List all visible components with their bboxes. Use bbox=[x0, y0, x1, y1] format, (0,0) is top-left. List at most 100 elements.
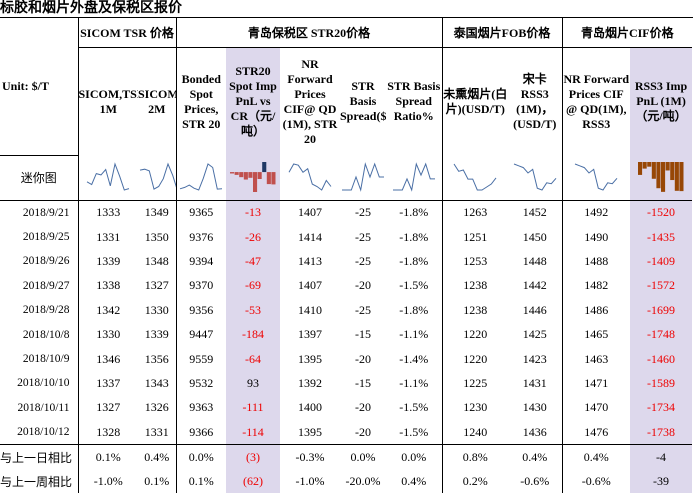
row-date: 2018/10/8 bbox=[0, 322, 79, 347]
sparkline bbox=[392, 162, 435, 193]
group-thai-fob: 泰国烟片FOB价格 bbox=[442, 18, 563, 48]
table-cell: 1407 bbox=[298, 278, 322, 293]
table-row: 2018/9/28 1342 1330 9356 -53 1410 -25 -1.8% 1238… bbox=[0, 298, 693, 323]
col-header: RSS3 Imp PnL (1M)（元/吨） bbox=[630, 47, 693, 155]
column-header-row: SICOM,TSR, 1M SICOM,TSR, 2M Bonded Spot … bbox=[0, 47, 693, 155]
table-cell: 1407 bbox=[298, 205, 322, 220]
table-cell: 1413 bbox=[298, 253, 322, 268]
sparkline-line bbox=[139, 162, 175, 191]
table-row: 2018/10/9 1346 1356 9559 -64 1395 -20 -1.4% 1220… bbox=[0, 346, 693, 372]
table-cell: 1436 bbox=[508, 420, 563, 445]
sparkline-bar bbox=[651, 162, 656, 180]
table-cell: 1343 bbox=[138, 371, 177, 396]
table-cell: -20 bbox=[355, 278, 371, 293]
table-cell: -1.1% bbox=[386, 322, 443, 347]
table-row: 2018/10/12 1328 1331 9366 -114 1395 -20 -1.5% 12… bbox=[0, 420, 693, 445]
table-cell: 1465 bbox=[584, 327, 609, 342]
table-cell: -25 bbox=[355, 205, 371, 220]
table-cell: 9447 bbox=[189, 327, 214, 342]
table-cell: 9365 bbox=[189, 205, 214, 220]
table-cell: 1470 bbox=[584, 400, 609, 415]
sparkline-line bbox=[87, 162, 130, 191]
table-cell: -1738 bbox=[630, 420, 693, 445]
group-str20: 青岛保税区 STR20价格 bbox=[176, 18, 443, 48]
sparkline-cell bbox=[226, 155, 280, 201]
table-cell: -1748 bbox=[630, 322, 693, 347]
sparkline bbox=[513, 163, 557, 191]
table-cell: -1572 bbox=[630, 273, 693, 299]
table-cell: -184 bbox=[226, 322, 280, 347]
table-cell: 1490 bbox=[584, 229, 609, 244]
row-date: 2018/9/26 bbox=[0, 249, 79, 274]
sparkline-line bbox=[513, 163, 557, 191]
sparkline-bar bbox=[234, 172, 239, 176]
sparkline-bar bbox=[665, 162, 670, 171]
sparkline-cell bbox=[176, 155, 226, 201]
table-cell: -1699 bbox=[630, 298, 693, 323]
sparkline-bar bbox=[248, 172, 253, 179]
group-qingdao-cif: 青岛烟片CIF价格 bbox=[562, 18, 693, 48]
table-cell: 1442 bbox=[508, 273, 563, 299]
summary-cell: 0.4% bbox=[138, 444, 177, 470]
sparkline bbox=[342, 162, 384, 193]
table-cell: 1397 bbox=[298, 327, 322, 342]
col-header: 宋卡 RSS3 (1M)，(USD/T) bbox=[508, 47, 563, 155]
table-cell: 93 bbox=[226, 371, 280, 396]
table-cell: 1410 bbox=[298, 302, 322, 317]
sparkline-bar bbox=[670, 162, 675, 181]
sparkline-cell bbox=[562, 155, 631, 201]
table-cell: 1348 bbox=[138, 249, 177, 274]
sparkline-bar bbox=[642, 162, 647, 169]
row-date: 2018/9/25 bbox=[0, 224, 79, 250]
table-cell: -53 bbox=[226, 298, 280, 323]
table-cell: 1333 bbox=[96, 205, 121, 220]
summary-cell: -0.3% bbox=[280, 444, 340, 470]
table-cell: -47 bbox=[226, 249, 280, 274]
table-cell: -1.5% bbox=[386, 395, 443, 421]
table-cell: 1349 bbox=[138, 200, 177, 225]
sparkline-bar bbox=[266, 172, 271, 185]
table-row: 2018/9/21 1333 1349 9365 -13 1407 -25 -1.8% 1263… bbox=[0, 200, 693, 225]
sparkline-row: 迷你图 bbox=[0, 155, 693, 201]
col-header: SICOM,TSR, 1M bbox=[78, 86, 139, 116]
sparkline-line bbox=[575, 163, 618, 191]
sparkline bbox=[638, 162, 684, 193]
sparkline-bar bbox=[262, 162, 267, 173]
sparkline-cell bbox=[630, 155, 693, 201]
row-date: 2018/10/12 bbox=[0, 420, 79, 445]
summary-cell: 0.0% bbox=[386, 444, 443, 470]
group-sicom: SICOM TSR 价格 bbox=[78, 18, 177, 48]
table-cell: -1.4% bbox=[386, 346, 443, 372]
table-cell: 1342 bbox=[96, 302, 121, 317]
col-header: STR Basis Spread($/T) bbox=[340, 79, 386, 123]
table-cell: -25 bbox=[355, 253, 371, 268]
table-cell: 1338 bbox=[96, 278, 121, 293]
table-cell: 1492 bbox=[584, 205, 609, 220]
table-cell: 1331 bbox=[96, 229, 121, 244]
sparkline bbox=[87, 162, 130, 191]
sparkline bbox=[453, 163, 497, 191]
row-date: 2018/10/9 bbox=[0, 346, 79, 372]
table-cell: -13 bbox=[226, 200, 280, 225]
table-cell: 1330 bbox=[96, 327, 121, 342]
table-cell: 1238 bbox=[463, 278, 488, 293]
table-cell: 1328 bbox=[96, 424, 121, 439]
group-header-row: Unit: $/T SICOM TSR 价格 青岛保税区 STR20价格 泰国烟… bbox=[0, 18, 693, 156]
sparkline bbox=[180, 163, 223, 191]
table-cell: 1446 bbox=[508, 298, 563, 323]
table-cell: 1327 bbox=[138, 273, 177, 299]
sparkline bbox=[575, 163, 618, 191]
sparkline-cell bbox=[280, 155, 340, 201]
sparkline-bar bbox=[679, 162, 684, 192]
table-cell: 1263 bbox=[463, 205, 488, 220]
table-cell: 9376 bbox=[189, 229, 214, 244]
table-cell: -25 bbox=[355, 229, 371, 244]
sparkline-cell bbox=[442, 155, 508, 201]
table-cell: 1452 bbox=[508, 200, 563, 225]
col-header: NR Forward Prices CIF@ QD (1M), STR 20 bbox=[282, 56, 338, 146]
table-cell: -1520 bbox=[630, 200, 693, 225]
table-cell: -1.8% bbox=[386, 200, 443, 225]
table-cell: 1220 bbox=[463, 351, 488, 366]
table-cell: 1448 bbox=[508, 249, 563, 274]
row-date: 2018/9/28 bbox=[0, 298, 79, 323]
